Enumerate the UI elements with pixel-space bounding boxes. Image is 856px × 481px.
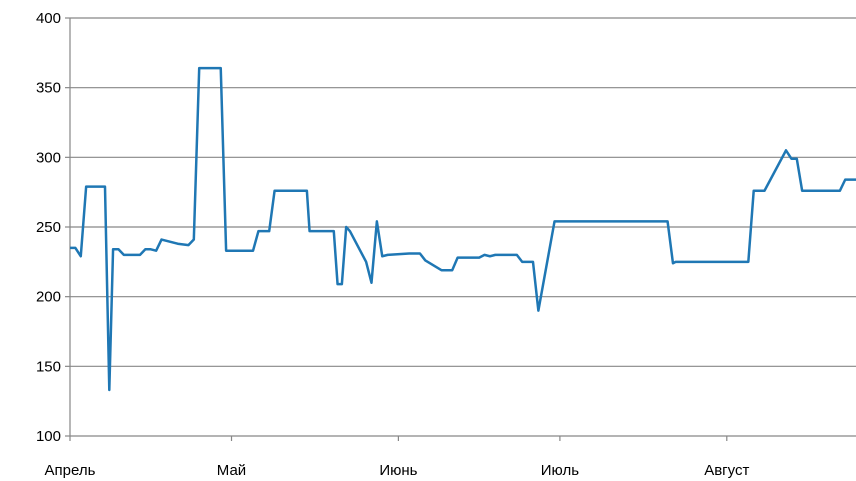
x-tick-label: Июль [541,462,579,479]
x-tick-label: Апрель [45,462,96,479]
series-layer [70,66,856,392]
tick-labels: 100 150 200 250 300 350 400 Апрель Май Июнь Июль Ав… [36,10,750,479]
y-tick-label: 300 [36,149,61,166]
y-tick-label: 250 [36,219,61,236]
x-tick-label: Май [217,462,246,479]
y-tick-label: 150 [36,358,61,375]
gridlines [70,17,856,367]
y-tick-label: 100 [36,428,61,445]
y-tick-label: 200 [36,289,61,306]
series-line [70,66,856,392]
axes [65,17,856,441]
x-tick-label: Июнь [379,462,417,479]
y-tick-label: 400 [36,10,61,27]
x-tick-label: Август [704,462,749,479]
y-tick-label: 350 [36,80,61,97]
